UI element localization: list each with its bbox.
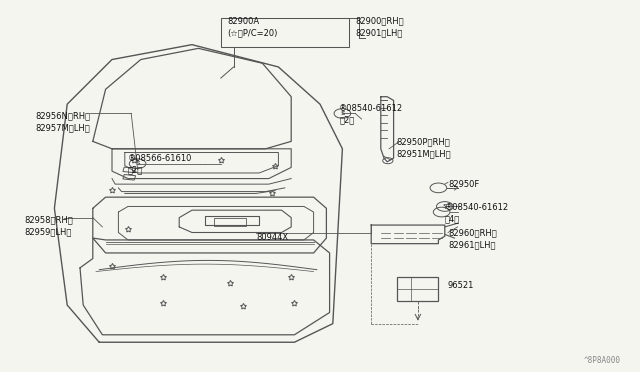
Text: S: S [340,111,345,116]
Circle shape [383,158,393,164]
Text: ®08540-61612
（2）: ®08540-61612 （2） [339,104,403,125]
Text: 82950P（RH）
82951M（LH）: 82950P（RH） 82951M（LH） [397,138,451,158]
Text: ^8P8A000: ^8P8A000 [584,356,621,365]
Text: 82958（RH）
82959（LH）: 82958（RH） 82959（LH） [24,216,73,236]
Bar [397,277,438,301]
Text: 82950F: 82950F [448,180,479,189]
Text: ®08566-61610
（2）: ®08566-61610 （2） [128,154,193,175]
Bar [123,174,136,180]
Text: 82900A
(☆㜋P/C=20): 82900A (☆㜋P/C=20) [227,17,278,37]
Text: S: S [135,161,140,166]
Bar [221,18,349,46]
Bar [123,167,136,173]
Text: ®08540-61612
（4）: ®08540-61612 （4） [445,203,509,223]
Text: S: S [442,204,447,209]
Text: 82956N（RH）
82957M（LH）: 82956N（RH） 82957M（LH） [35,112,90,132]
Bar [214,218,246,226]
Text: 82960（RH）
82961（LH）: 82960（RH） 82961（LH） [448,229,497,249]
Text: 96521: 96521 [448,281,474,290]
Text: 80944X: 80944X [256,232,288,241]
Text: 82900（RH）
82901（LH）: 82900（RH） 82901（LH） [355,17,404,37]
